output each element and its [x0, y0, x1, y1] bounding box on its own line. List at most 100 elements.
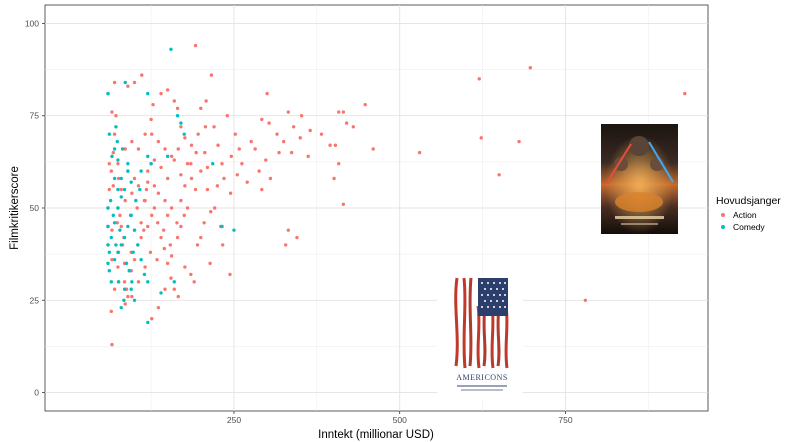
data-point-action	[172, 158, 176, 162]
data-point-action	[109, 309, 114, 314]
data-point-action	[220, 243, 225, 247]
data-point-action	[143, 198, 147, 203]
data-point-action	[268, 176, 273, 181]
data-point-action	[139, 235, 143, 240]
data-point-comedy	[232, 228, 236, 232]
data-point-action	[497, 173, 501, 177]
data-point-action	[289, 150, 294, 155]
data-point-comedy	[116, 158, 120, 162]
data-point-comedy	[130, 280, 134, 284]
data-point-action	[146, 180, 150, 184]
data-point-action	[194, 150, 198, 155]
data-point-action	[175, 235, 180, 240]
data-point-action	[126, 294, 130, 299]
data-point-action	[193, 43, 198, 48]
data-point-action	[260, 187, 264, 192]
legend-title: Hovudsjanger	[716, 195, 781, 207]
legend: Hovudsjanger Action Comedy	[716, 195, 781, 232]
flag-canton	[478, 278, 508, 316]
data-point-action	[209, 73, 214, 77]
data-point-action	[264, 158, 268, 162]
data-point-action	[123, 147, 127, 151]
data-point-action	[132, 80, 137, 85]
legend-key-action	[721, 213, 725, 217]
data-point-action	[277, 150, 281, 155]
x-tick-labels: 250 500 750	[227, 415, 573, 425]
data-point-action	[152, 158, 157, 162]
data-point-comedy	[172, 280, 176, 284]
data-point-comedy	[119, 243, 123, 247]
data-point-action	[152, 184, 157, 188]
data-point-action	[182, 213, 186, 218]
data-point-action	[130, 191, 134, 195]
data-point-comedy	[107, 269, 112, 273]
data-point-action	[172, 99, 176, 103]
data-point-action	[203, 125, 208, 129]
x-tick-label: 750	[558, 415, 572, 425]
data-point-action	[299, 114, 304, 118]
data-point-action	[143, 265, 147, 269]
data-point-action	[156, 221, 160, 225]
data-point-action	[189, 176, 194, 181]
data-point-action	[228, 191, 233, 195]
data-point-action	[159, 235, 163, 240]
data-point-comedy	[138, 187, 142, 192]
data-point-comedy	[122, 287, 127, 291]
data-point-action	[189, 272, 193, 277]
data-point-comedy	[131, 250, 135, 254]
data-point-comedy	[112, 257, 117, 262]
data-point-action	[225, 114, 230, 118]
data-point-action	[185, 162, 190, 166]
data-point-comedy	[110, 154, 114, 159]
data-point-action	[286, 228, 291, 232]
data-point-action	[341, 110, 346, 114]
data-point-comedy	[106, 91, 110, 96]
data-point-action	[156, 191, 161, 195]
data-point-action	[203, 150, 207, 155]
data-point-action	[683, 91, 687, 96]
data-point-comedy	[139, 257, 143, 262]
data-point-comedy	[146, 280, 150, 284]
data-point-action	[237, 147, 241, 151]
data-point-action	[199, 235, 203, 240]
data-point-comedy	[146, 320, 150, 325]
data-point-action	[319, 132, 324, 136]
data-point-action	[517, 139, 521, 144]
data-point-comedy	[107, 132, 112, 136]
data-point-action	[337, 162, 341, 166]
data-point-action	[111, 184, 115, 188]
data-point-action	[245, 180, 249, 184]
data-point-comedy	[122, 235, 127, 240]
data-point-action	[308, 128, 312, 133]
data-point-action	[179, 224, 183, 229]
data-point-action	[163, 198, 167, 203]
data-point-action	[417, 150, 422, 155]
data-point-action	[363, 102, 367, 107]
data-point-action	[176, 294, 180, 299]
data-point-action	[583, 298, 588, 302]
data-point-action	[306, 154, 310, 159]
data-point-comedy	[109, 280, 114, 284]
data-point-comedy	[134, 198, 138, 203]
data-point-action	[159, 91, 163, 96]
data-point-comedy	[116, 280, 121, 284]
data-point-action	[155, 257, 159, 262]
data-point-action	[165, 213, 170, 218]
data-point-action	[112, 287, 117, 291]
data-point-comedy	[118, 228, 122, 232]
data-point-action	[119, 224, 123, 229]
poster-figure	[629, 136, 649, 156]
data-point-comedy	[116, 250, 120, 254]
data-point-comedy	[146, 154, 150, 159]
data-point-action	[183, 265, 187, 269]
data-point-action	[163, 287, 167, 291]
data-point-action	[205, 187, 210, 192]
data-point-action	[291, 125, 296, 129]
data-point-action	[130, 139, 134, 144]
minor-gridlines	[45, 5, 708, 411]
data-point-action	[257, 169, 261, 173]
data-point-action	[344, 121, 349, 125]
data-point-action	[189, 162, 193, 166]
data-point-action	[116, 176, 121, 181]
